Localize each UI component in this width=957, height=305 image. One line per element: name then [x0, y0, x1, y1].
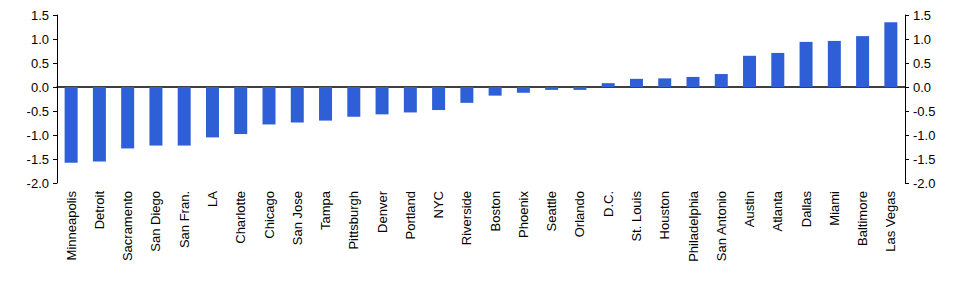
- svg-text:NYC: NYC: [431, 191, 446, 218]
- svg-text:-2.0: -2.0: [913, 176, 935, 191]
- svg-text:Houston: Houston: [657, 191, 672, 239]
- svg-text:Miami: Miami: [827, 191, 842, 226]
- svg-text:Chicago: Chicago: [262, 191, 277, 239]
- svg-text:Baltimore: Baltimore: [855, 191, 870, 246]
- svg-text:-1.5: -1.5: [913, 152, 935, 167]
- svg-text:D.C.: D.C.: [601, 191, 616, 217]
- svg-text:-1.0: -1.0: [27, 128, 49, 143]
- svg-text:Portland: Portland: [403, 191, 418, 239]
- svg-text:Orlando: Orlando: [572, 191, 587, 237]
- svg-text:Charlotte: Charlotte: [233, 191, 248, 244]
- svg-text:-1.5: -1.5: [27, 152, 49, 167]
- svg-text:1.5: 1.5: [31, 8, 49, 23]
- svg-text:Atlanta: Atlanta: [770, 190, 785, 231]
- svg-text:San Antonio: San Antonio: [714, 191, 729, 261]
- svg-text:-0.5: -0.5: [913, 104, 935, 119]
- svg-text:1.0: 1.0: [31, 32, 49, 47]
- svg-text:Phoenix: Phoenix: [516, 191, 531, 238]
- svg-text:LA: LA: [205, 191, 220, 207]
- svg-text:Detroit: Detroit: [92, 191, 107, 230]
- svg-text:Dallas: Dallas: [799, 191, 814, 228]
- svg-text:0.5: 0.5: [31, 56, 49, 71]
- svg-text:Philadelphia: Philadelphia: [686, 190, 701, 262]
- svg-text:0.0: 0.0: [913, 80, 931, 95]
- svg-text:Minneapolis: Minneapolis: [64, 191, 79, 261]
- svg-text:1.5: 1.5: [913, 8, 931, 23]
- svg-text:San Diego: San Diego: [148, 191, 163, 252]
- svg-text:0.5: 0.5: [913, 56, 931, 71]
- svg-text:0.0: 0.0: [31, 80, 49, 95]
- svg-text:Denver: Denver: [375, 190, 390, 233]
- svg-text:Tampa: Tampa: [318, 190, 333, 230]
- svg-text:-0.5: -0.5: [27, 104, 49, 119]
- svg-text:1.0: 1.0: [913, 32, 931, 47]
- svg-text:San Jose: San Jose: [290, 191, 305, 245]
- svg-text:-1.0: -1.0: [913, 128, 935, 143]
- svg-text:Seattle: Seattle: [544, 191, 559, 231]
- svg-text:San Fran.: San Fran.: [177, 191, 192, 248]
- svg-text:Sacramento: Sacramento: [120, 191, 135, 261]
- svg-text:Austin: Austin: [742, 191, 757, 227]
- svg-text:St. Louis: St. Louis: [629, 191, 644, 242]
- svg-text:Las Vegas: Las Vegas: [883, 191, 898, 252]
- svg-text:Boston: Boston: [488, 191, 503, 231]
- svg-text:Riverside: Riverside: [459, 191, 474, 245]
- svg-text:-2.0: -2.0: [27, 176, 49, 191]
- svg-text:Pittsburgh: Pittsburgh: [346, 191, 361, 250]
